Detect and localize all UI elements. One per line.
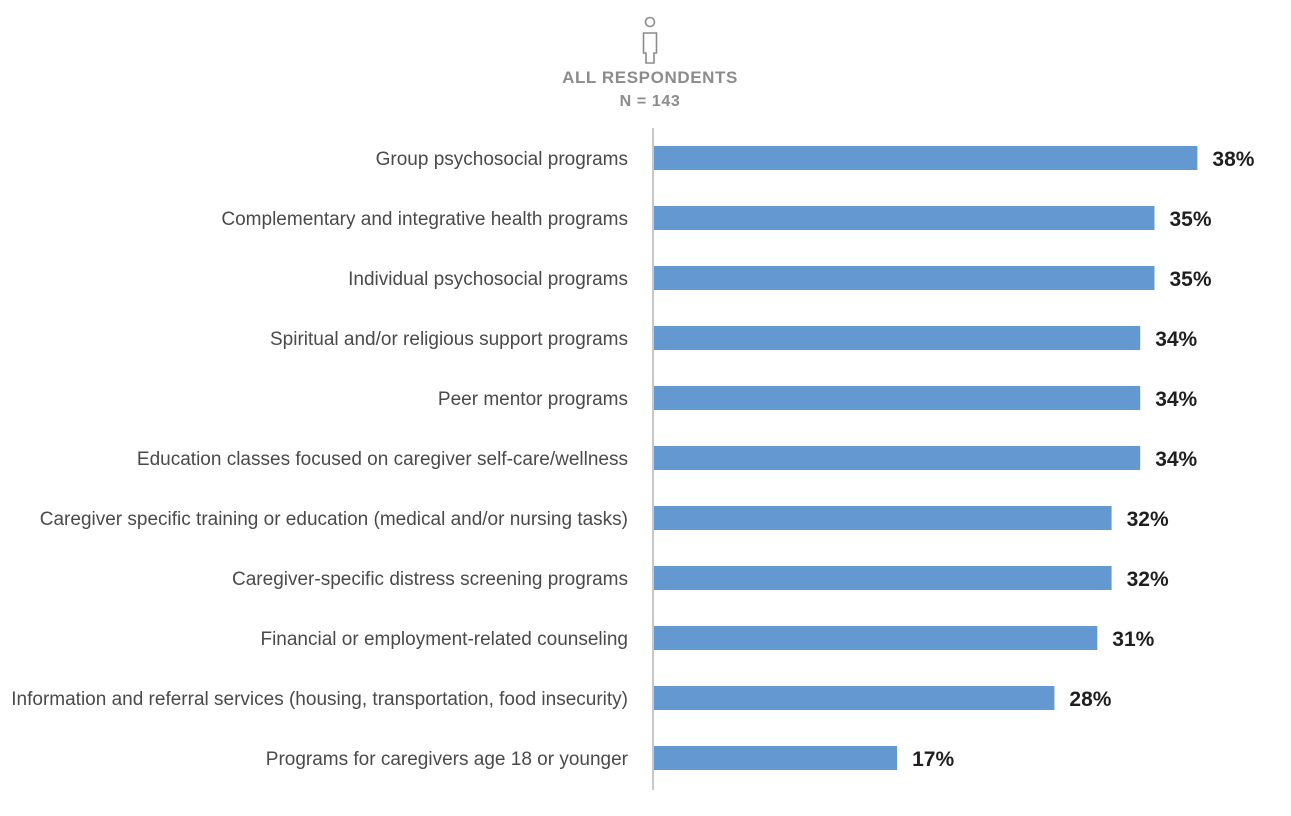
bar: [654, 446, 1141, 470]
bars-group: Group psychosocial programs 38% Complement…: [11, 146, 1255, 771]
bar: [654, 146, 1198, 170]
person-icon: [642, 16, 658, 64]
value-label: 28%: [1069, 688, 1111, 711]
value-label: 34%: [1155, 448, 1197, 471]
value-label: 34%: [1155, 328, 1197, 351]
bar: [654, 626, 1098, 650]
value-label: 17%: [912, 748, 954, 771]
category-label: Spiritual and/or religious support progr…: [270, 329, 628, 350]
bar: [654, 386, 1141, 410]
category-label: Financial or employment-related counseli…: [260, 629, 628, 650]
category-label: Complementary and integrative health pro…: [221, 209, 628, 230]
category-label: Individual psychosocial programs: [348, 269, 628, 290]
category-label: Caregiver-specific distress screening pr…: [232, 569, 628, 590]
category-label: Caregiver specific training or education…: [40, 509, 628, 530]
value-label: 35%: [1170, 208, 1212, 231]
value-label: 32%: [1127, 568, 1169, 591]
category-label: Group psychosocial programs: [376, 149, 628, 170]
value-label: 32%: [1127, 508, 1169, 531]
bar: [654, 326, 1141, 350]
header-title: ALL RESPONDENTS: [562, 68, 738, 87]
category-label: Peer mentor programs: [438, 389, 628, 410]
header-sample-size: N = 143: [620, 93, 681, 110]
category-label: Programs for caregivers age 18 or younge…: [266, 749, 629, 770]
bar: [654, 206, 1155, 230]
value-label: 31%: [1112, 628, 1154, 651]
chart-header: ALL RESPONDENTS N = 143: [562, 16, 738, 110]
bar: [654, 746, 898, 770]
category-label: Information and referral services (housi…: [11, 689, 628, 710]
category-label: Education classes focused on caregiver s…: [137, 449, 628, 470]
value-label: 35%: [1170, 268, 1212, 291]
value-label: 38%: [1212, 148, 1254, 171]
bar: [654, 566, 1112, 590]
bar: [654, 686, 1055, 710]
value-label: 34%: [1155, 388, 1197, 411]
bar: [654, 266, 1155, 290]
bar: [654, 506, 1112, 530]
